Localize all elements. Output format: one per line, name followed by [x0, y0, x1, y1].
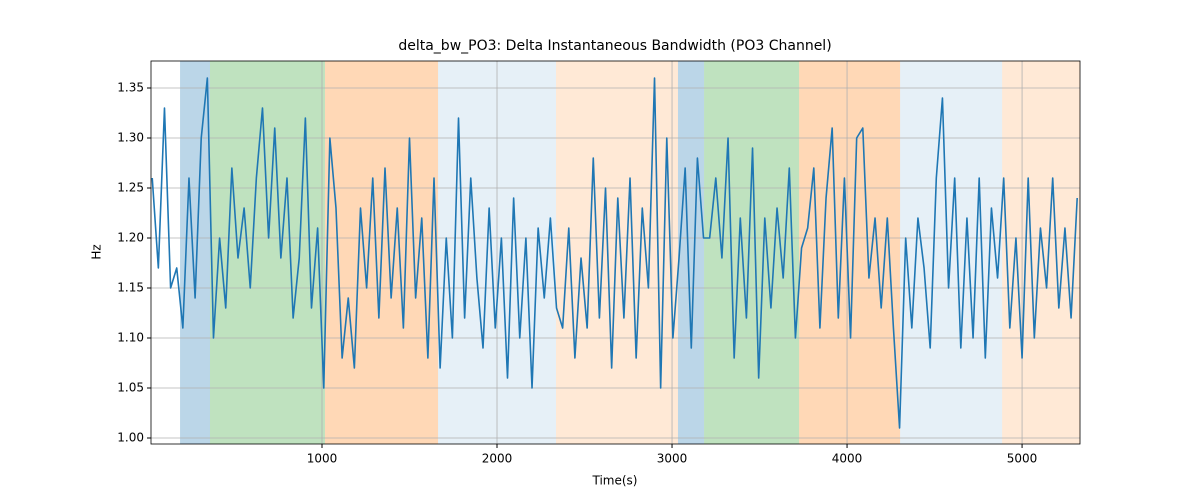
chart-title: delta_bw_PO3: Delta Instantaneous Bandwi… [398, 38, 831, 54]
x-tick-label: 1000 [307, 452, 338, 466]
data-line [151, 77, 1078, 429]
y-tick-label: 1.10 [117, 331, 144, 345]
y-tick-label: 1.20 [117, 231, 144, 245]
x-tick-label: 3000 [657, 452, 688, 466]
y-tick-label: 1.30 [117, 131, 144, 145]
plot-frame [150, 60, 1081, 445]
shaded-region [677, 61, 705, 444]
x-tick-label: 5000 [1007, 452, 1038, 466]
y-tick-label: 1.00 [117, 431, 144, 445]
shaded-region [209, 61, 325, 444]
shaded-region [799, 61, 901, 444]
y-tick-label: 1.35 [117, 81, 144, 95]
shaded-region [555, 61, 678, 444]
y-tick-label: 1.15 [117, 281, 144, 295]
shaded-region [180, 61, 210, 444]
y-tick-label: 1.05 [117, 381, 144, 395]
x-tick-label: 2000 [482, 452, 513, 466]
y-axis-label: Hz [90, 244, 104, 259]
x-tick-label: 4000 [832, 452, 863, 466]
shaded-region [704, 61, 800, 444]
y-tick-label: 1.25 [117, 181, 144, 195]
x-axis-label: Time(s) [592, 474, 638, 488]
shaded-region [1002, 61, 1080, 444]
